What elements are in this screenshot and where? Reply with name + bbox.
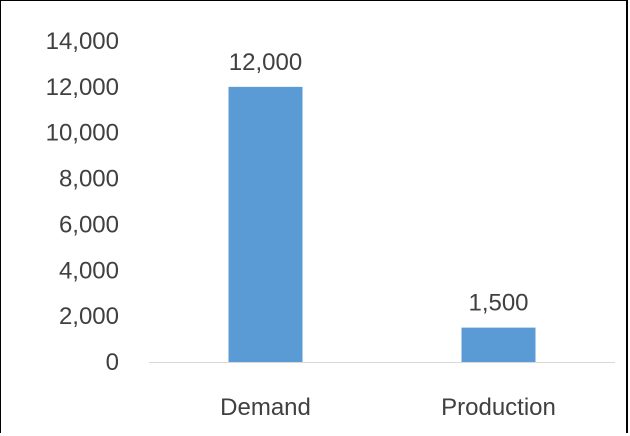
y-tick-label: 6,000	[59, 211, 119, 238]
bar-demand	[228, 86, 303, 362]
y-tick-label: 10,000	[46, 120, 119, 147]
y-tick-label: 2,000	[59, 303, 119, 330]
y-tick-label: 4,000	[59, 257, 119, 284]
y-tick-label: 12,000	[46, 74, 119, 101]
x-axis-category-labels: Demand Production	[220, 394, 556, 421]
x-category-label-demand: Demand	[220, 394, 311, 421]
bar-series	[228, 86, 536, 362]
bar-production	[461, 327, 536, 362]
y-tick-label: 8,000	[59, 166, 119, 193]
data-label-demand: 12,000	[229, 49, 302, 76]
data-label-production: 1,500	[468, 290, 528, 317]
y-tick-label: 0	[106, 349, 119, 376]
x-category-label-production: Production	[441, 394, 556, 421]
y-tick-label: 14,000	[46, 28, 119, 55]
data-labels: 12,000 1,500	[229, 49, 529, 317]
y-axis-tick-labels: 0 2,000 4,000 6,000 8,000 10,000 12,000 14,000	[46, 28, 119, 376]
